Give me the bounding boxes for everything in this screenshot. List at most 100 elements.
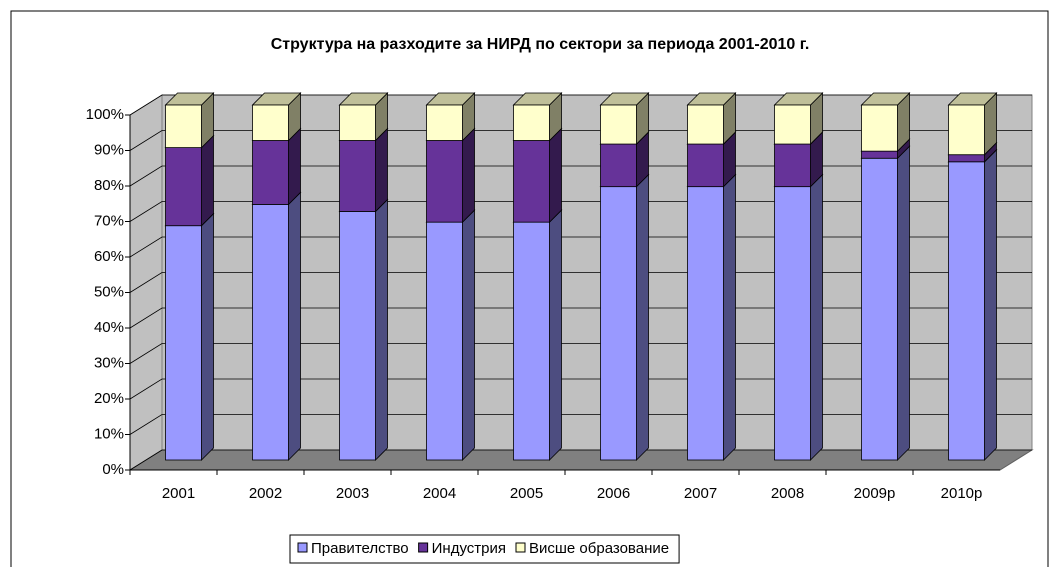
bar-front: [252, 140, 289, 205]
grid-line: [129, 414, 1032, 435]
grid-line: [129, 130, 1032, 151]
grid-line: [129, 343, 1032, 364]
grid-line: [129, 449, 1032, 471]
y-tick-label: 0%: [102, 461, 124, 478]
bar-side: [897, 145, 910, 461]
bar: [338, 127, 389, 213]
bar: [947, 148, 998, 461]
x-tick-label: 2002: [249, 485, 282, 502]
legend-label: Висше образование: [529, 540, 669, 557]
bar-front: [252, 203, 289, 461]
bar-side: [636, 173, 649, 461]
bar-front: [687, 186, 724, 461]
bar: [599, 173, 650, 461]
bar: [947, 92, 998, 156]
x-tick-label: 2003: [336, 485, 369, 502]
y-tick-label: 60%: [94, 248, 124, 265]
bar: [512, 209, 563, 461]
bar-front: [600, 143, 637, 188]
legend: Правителство Индустрия Висше образование: [289, 534, 680, 564]
bar-side: [462, 127, 475, 224]
x-tick-label: 2006: [597, 485, 630, 502]
bar-side: [810, 173, 823, 461]
bar: [425, 209, 476, 461]
legend-label: Правителство: [311, 540, 409, 557]
legend-swatch: [515, 542, 526, 553]
bar-side: [723, 173, 736, 461]
chart-title: Структура на разходите за НИРД по сектор…: [271, 36, 810, 53]
bar-front: [948, 104, 985, 156]
bar: [338, 92, 389, 142]
bar-front: [165, 104, 202, 148]
x-tick-label: 2001: [162, 485, 195, 502]
legend-swatch: [418, 542, 429, 553]
y-tick-label: 30%: [94, 354, 124, 371]
bar-front: [948, 161, 985, 461]
bar-front: [948, 154, 985, 163]
bar: [773, 92, 824, 146]
bar-front: [165, 225, 202, 461]
grid-line: [129, 94, 1032, 116]
bar: [425, 127, 476, 224]
bar: [686, 173, 737, 461]
y-tick-label: 90%: [94, 141, 124, 158]
bar-front: [774, 143, 811, 188]
x-tick-label: 2009р: [854, 485, 896, 502]
bar-front: [513, 104, 550, 141]
bar: [251, 92, 302, 142]
bar-front: [513, 221, 550, 461]
grid-line: [129, 378, 1032, 400]
bar: [164, 92, 215, 149]
bar-front: [339, 211, 376, 461]
bar-front: [861, 150, 898, 159]
bar: [164, 212, 215, 461]
bar: [686, 92, 737, 146]
grid-line: [129, 201, 1032, 222]
y-tick-label: 50%: [94, 283, 124, 300]
bar: [251, 191, 302, 461]
x-tick-label: 2007: [684, 485, 717, 502]
bar-front: [339, 104, 376, 141]
x-tick-label: 2004: [423, 485, 456, 502]
bar: [599, 92, 650, 146]
x-tick-label: 2010р: [941, 485, 983, 502]
bar-front: [861, 104, 898, 152]
legend-box: [289, 534, 680, 564]
bar-front: [426, 221, 463, 461]
bar: [338, 198, 389, 461]
y-tick-label: 100%: [86, 106, 124, 123]
bar-front: [774, 186, 811, 461]
grid-line: [129, 272, 1032, 293]
y-tick-label: 70%: [94, 212, 124, 229]
bar-side: [201, 134, 214, 227]
bar-side: [462, 209, 475, 461]
legend-swatch: [297, 542, 308, 553]
bar: [773, 173, 824, 461]
bar-side: [288, 127, 301, 206]
bar-side: [549, 127, 562, 224]
bar: [425, 92, 476, 142]
bar-front: [252, 104, 289, 141]
bar-side: [984, 148, 997, 461]
x-tick-label: 2005: [510, 485, 543, 502]
y-tick-label: 40%: [94, 319, 124, 336]
bar-side: [375, 127, 388, 213]
bar-side: [375, 198, 388, 461]
grid-line: [129, 165, 1032, 187]
y-tick-label: 10%: [94, 425, 124, 442]
bar-front: [426, 104, 463, 141]
bar-front: [687, 104, 724, 145]
bar: [860, 92, 911, 153]
bar: [512, 127, 563, 224]
bar-front: [600, 186, 637, 461]
bar-side: [288, 191, 301, 461]
legend-label: Индустрия: [432, 540, 506, 557]
bar-front: [774, 104, 811, 145]
bar-front: [600, 104, 637, 145]
bar-front: [687, 143, 724, 188]
bar-front: [165, 147, 202, 227]
bar-front: [339, 140, 376, 212]
bar-front: [513, 140, 550, 223]
bar-side: [549, 209, 562, 461]
